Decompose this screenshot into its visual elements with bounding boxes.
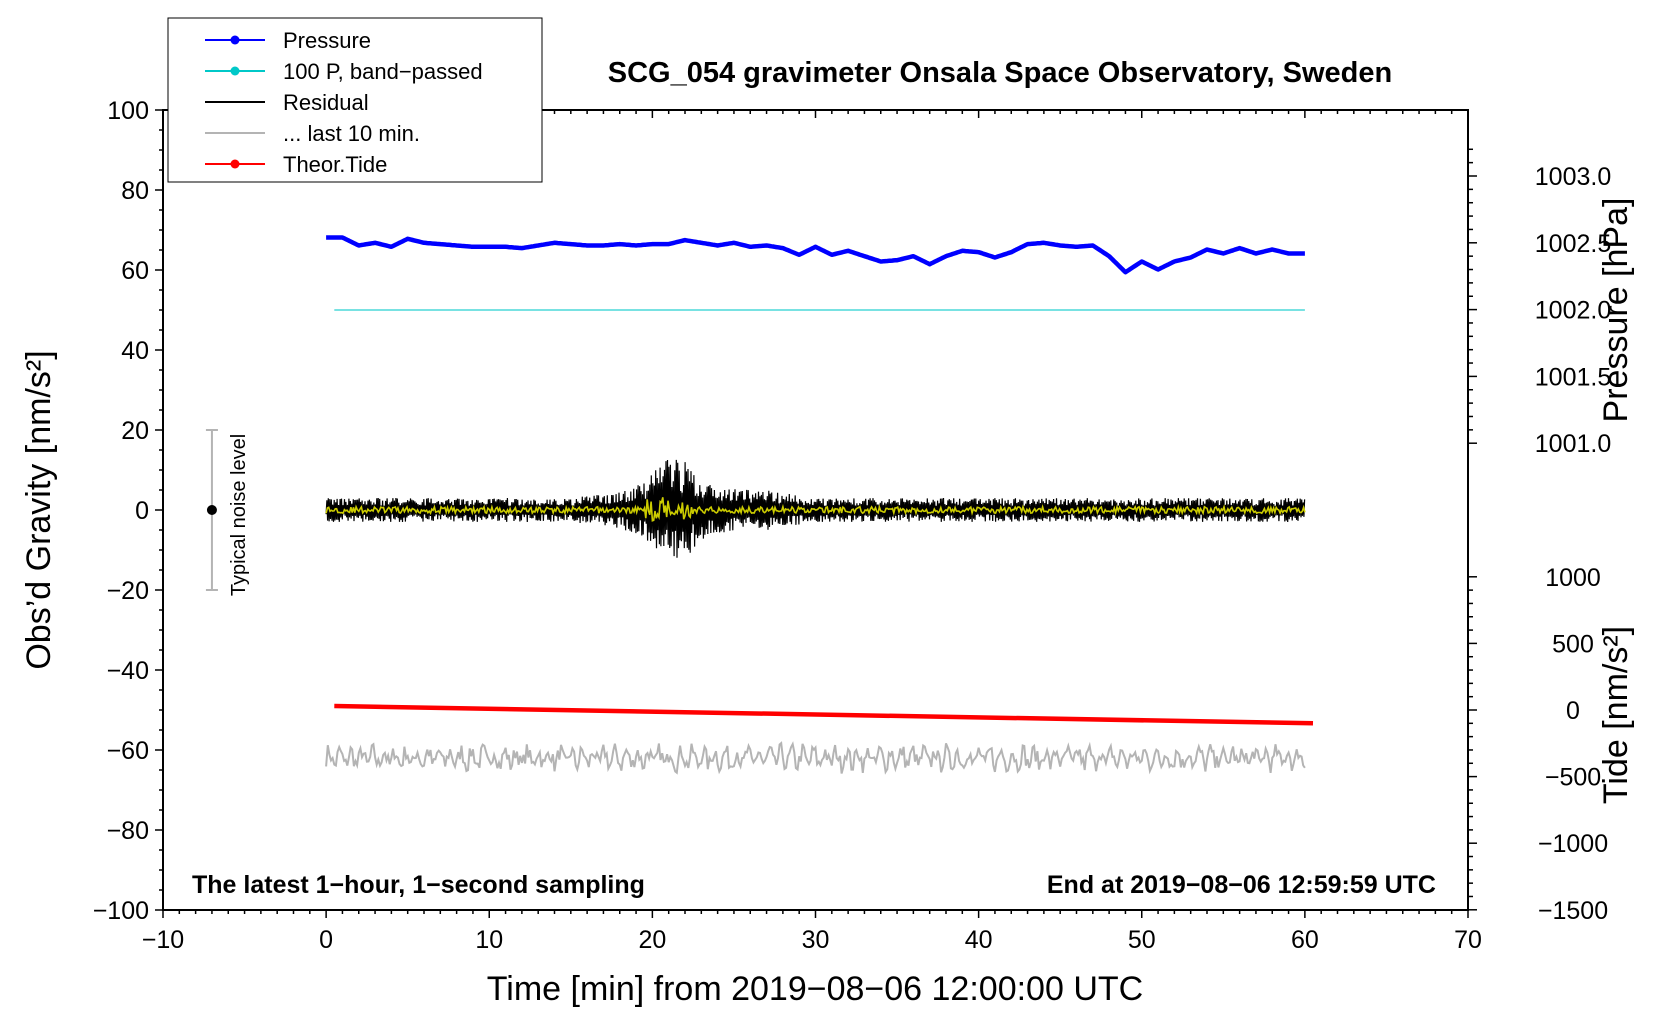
y-tick-label: −100 (93, 897, 149, 925)
y-axis-pressure: 1003.0 1002.5 1002.0 1001.5 1001.0 (1468, 148, 1611, 458)
y-tick-label: 60 (121, 257, 149, 285)
noise-level-bar (205, 429, 218, 591)
y-axis-title-tide: Tide [nm/s²] (1597, 626, 1635, 804)
y-axis-tide: 1000 500 0 −500 −1000 −1500 (1468, 564, 1608, 925)
series-pressure (325, 235, 1306, 275)
series-residual-smoothed (325, 497, 1306, 522)
pressure-tick-label: 1002.0 (1535, 297, 1611, 325)
annotation-sampling: The latest 1−hour, 1−second sampling (192, 871, 645, 899)
y-tick-label: 80 (121, 177, 149, 205)
y-tick-label: −80 (107, 817, 149, 845)
legend: Pressure 100 P, band−passed Residual ... la… (167, 17, 543, 183)
legend-box (167, 17, 543, 183)
tide-tick-label: 500 (1552, 630, 1594, 658)
y-axis-title-pressure: Pressure [hPa] (1597, 198, 1635, 423)
legend-marker (230, 159, 240, 169)
noise-level-label: Typical noise level (228, 434, 250, 596)
noise-bar-center (206, 505, 217, 515)
legend-label: ... last 10 min. (283, 121, 420, 146)
x-tick-label: −10 (142, 926, 184, 954)
legend-marker (230, 35, 240, 45)
pressure-tick-label: 1001.5 (1535, 363, 1611, 391)
x-axis-title: Time [min] from 2019−08−06 12:00:00 UTC (487, 970, 1143, 1008)
legend-items: Pressure 100 P, band−passed Residual ... la… (205, 28, 483, 177)
legend-label: Pressure (283, 28, 371, 53)
tide-tick-label: −1000 (1538, 830, 1608, 858)
legend-label: Theor.Tide (283, 152, 387, 177)
legend-label: 100 P, band−passed (283, 59, 483, 84)
series-layer (325, 235, 1314, 775)
x-tick-label: 0 (319, 926, 333, 954)
y-axis-left: 100 80 60 40 20 0 −20 −40 −60 −80 −100 (93, 97, 163, 925)
x-axis: −10 0 10 20 30 40 50 60 70 (142, 110, 1482, 954)
annotation-end-time: End at 2019−08−06 12:59:59 UTC (1047, 871, 1436, 899)
x-tick-label: 30 (802, 926, 830, 954)
legend-marker (230, 66, 240, 76)
x-tick-label: 60 (1291, 926, 1319, 954)
x-tick-label: 50 (1128, 926, 1156, 954)
tide-tick-label: −1500 (1538, 897, 1608, 925)
x-tick-label: 40 (965, 926, 993, 954)
tide-tick-label: 0 (1566, 697, 1580, 725)
x-tick-label: 20 (638, 926, 666, 954)
y-tick-label: −60 (107, 737, 149, 765)
y-axis-title-left: Obs’d Gravity [nm/s²] (20, 350, 58, 669)
y-tick-label: 20 (121, 417, 149, 445)
chart-title: SCG_054 gravimeter Onsala Space Observat… (608, 57, 1392, 89)
legend-label: Residual (283, 90, 369, 115)
series-theor-tide (334, 703, 1314, 726)
series-last-10-min (325, 741, 1306, 775)
x-tick-label: 10 (475, 926, 503, 954)
tide-tick-label: 1000 (1545, 564, 1601, 592)
x-tick-label: 70 (1454, 926, 1482, 954)
pressure-tick-label: 1001.0 (1535, 430, 1611, 458)
y-tick-label: −40 (107, 657, 149, 685)
pressure-tick-label: 1002.5 (1535, 230, 1611, 258)
pressure-tick-label: 1003.0 (1535, 163, 1611, 191)
y-tick-label: 0 (135, 497, 149, 525)
y-tick-label: 100 (107, 97, 149, 125)
tide-tick-label: −500 (1545, 764, 1601, 792)
y-tick-label: −20 (107, 577, 149, 605)
y-tick-label: 40 (121, 337, 149, 365)
